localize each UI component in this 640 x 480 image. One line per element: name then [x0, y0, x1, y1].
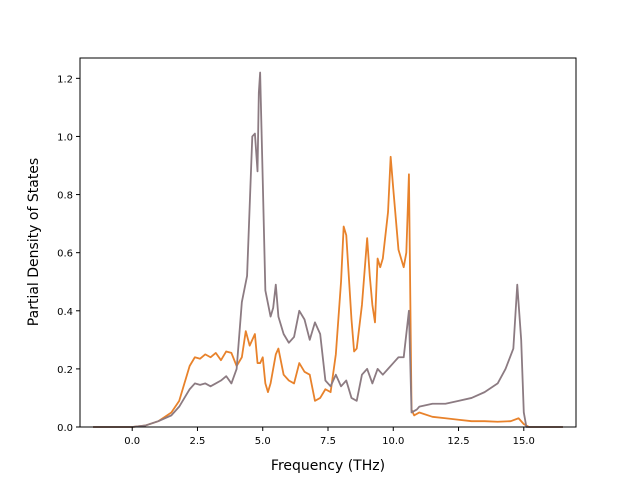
- y-tick-label: 0.8: [57, 191, 73, 202]
- series-line-1: [93, 155, 563, 428]
- series-layer: [93, 71, 563, 428]
- x-tick-label: 5.0: [255, 436, 271, 447]
- x-tick-label: 7.5: [320, 436, 336, 447]
- y-axis-label: Partial Density of States: [26, 158, 42, 326]
- series-line-2: [93, 71, 563, 428]
- x-tick-label: 15.0: [513, 436, 535, 447]
- y-tick-label: 1.0: [57, 132, 73, 143]
- x-tick-label: 2.5: [190, 436, 206, 447]
- x-tick-label: 12.5: [447, 436, 469, 447]
- y-axis-ticks: 0.0 0.2 0.4 0.6 0.8 1.0 1.2: [57, 74, 80, 434]
- y-tick-label: 0.0: [57, 423, 73, 434]
- x-tick-label: 0.0: [124, 436, 140, 447]
- y-tick-label: 0.4: [57, 307, 73, 318]
- y-tick-label: 1.2: [57, 74, 73, 85]
- y-tick-label: 0.2: [57, 365, 73, 376]
- y-tick-label: 0.6: [57, 249, 73, 260]
- x-axis-label: Frequency (THz): [271, 458, 385, 474]
- x-axis-ticks: 0.0 2.5 5.0 7.5 10.0 12.5 15.0: [124, 427, 535, 447]
- x-tick-label: 10.0: [382, 436, 404, 447]
